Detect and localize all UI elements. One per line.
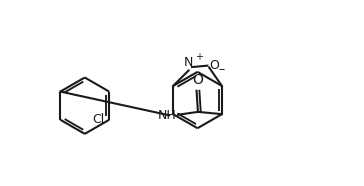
Text: Cl: Cl xyxy=(92,113,104,126)
Text: +: + xyxy=(195,52,203,62)
Text: NH: NH xyxy=(158,109,177,122)
Text: –: – xyxy=(218,63,225,76)
Text: O: O xyxy=(210,59,219,72)
Text: N: N xyxy=(184,56,193,69)
Text: O: O xyxy=(193,73,203,86)
